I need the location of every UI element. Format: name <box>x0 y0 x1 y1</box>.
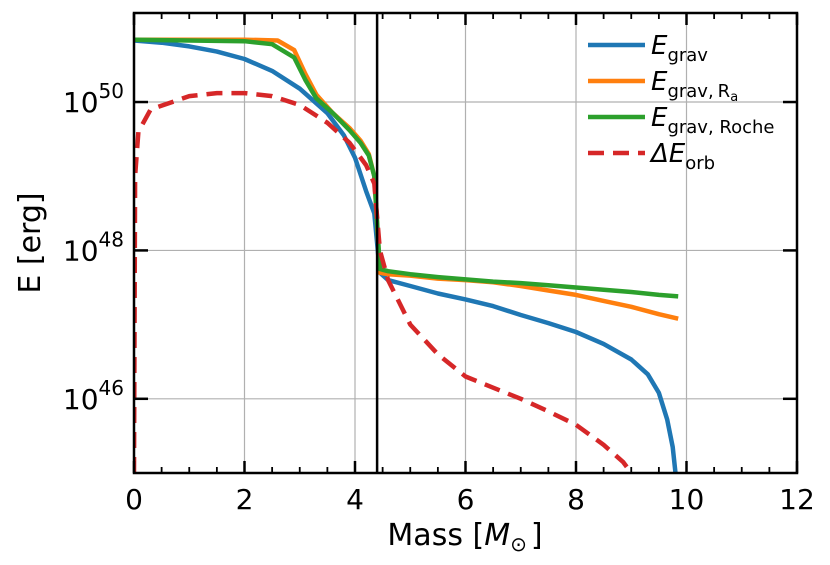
x-tick-label: 4 <box>346 483 364 516</box>
x-axis-label: Mass [M⊙] <box>387 518 542 556</box>
y-tick-label: 1050 <box>63 79 124 119</box>
x-axis-label-main: Mass [ <box>387 518 484 553</box>
legend-label: Egrav <box>651 31 708 66</box>
x-axis-label-sub: ⊙ <box>510 532 527 556</box>
legend-label: Egrav, Ra <box>651 67 738 105</box>
x-tick-label: 0 <box>125 483 143 516</box>
series-layer <box>134 37 679 473</box>
legend-label: Egrav, Roche <box>651 103 774 138</box>
y-tick-label: 1046 <box>63 376 124 416</box>
x-tick-label: 12 <box>779 483 815 516</box>
x-tick-label: 2 <box>236 483 254 516</box>
x-axis-label-symbol: M <box>484 518 510 553</box>
series-line-e-grav-roche <box>134 37 679 299</box>
y-tick-label: 1048 <box>63 227 124 267</box>
legend-label: ΔEorb <box>649 139 715 174</box>
x-tick-labels: 0 2 4 6 8 10 12 <box>125 483 815 516</box>
y-tick-labels: 1046 1048 1050 <box>63 79 124 416</box>
x-tick-label: 8 <box>567 483 585 516</box>
x-tick-label: 10 <box>669 483 705 516</box>
series-line--e-orb <box>134 90 634 473</box>
series-line-e-grav <box>134 38 678 473</box>
y-axis-label: E [erg] <box>13 192 48 293</box>
series-line-e-grav-ra <box>134 37 679 321</box>
grid <box>134 13 797 473</box>
x-axis-label-close: ] <box>531 518 543 553</box>
x-tick-label: 6 <box>457 483 475 516</box>
plot-frame <box>132 11 799 475</box>
